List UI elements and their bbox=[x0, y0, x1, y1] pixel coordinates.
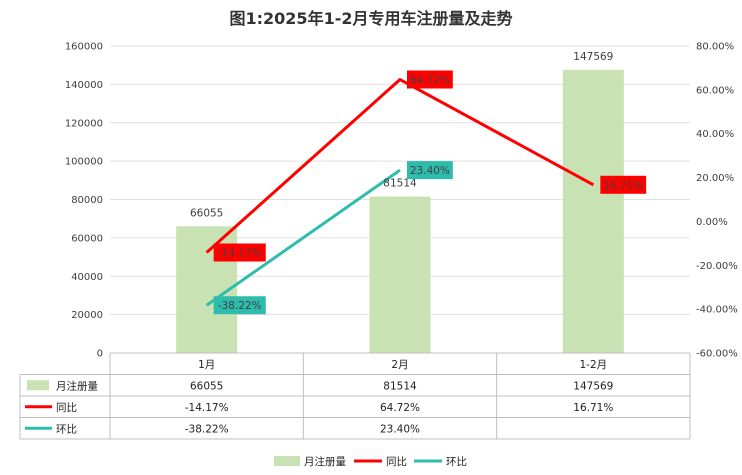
secondary-tick-label: -40.00% bbox=[696, 305, 738, 316]
category-label: 1-2月 bbox=[580, 359, 608, 371]
table-cell-value: 81514 bbox=[383, 380, 417, 392]
bar-data-label: 66055 bbox=[190, 207, 223, 219]
table-cell-value: 16.71% bbox=[573, 402, 613, 414]
line-data-label: 16.71% bbox=[603, 180, 643, 192]
line-data-label-box bbox=[407, 161, 453, 180]
bar-data-label: 147569 bbox=[573, 51, 613, 63]
table-series-name: 月注册量 bbox=[56, 379, 98, 392]
table-cell-value: 23.40% bbox=[380, 423, 420, 435]
table-cell-value: 147569 bbox=[573, 380, 613, 392]
secondary-tick-label: -60.00% bbox=[696, 349, 738, 360]
primary-tick-label: 0 bbox=[97, 349, 103, 360]
bar bbox=[369, 196, 431, 353]
bar bbox=[562, 69, 624, 353]
table-cell-value: 66055 bbox=[190, 380, 223, 392]
secondary-axis-ticks: -60.00% -40.00% -20.00% 0.00% 20.00% 40.00% 60… bbox=[696, 42, 738, 360]
primary-tick-label: 40000 bbox=[71, 272, 103, 283]
bar-data-label: 81514 bbox=[383, 178, 417, 190]
secondary-tick-label: -20.00% bbox=[696, 261, 738, 272]
line-data-label-box bbox=[600, 175, 647, 194]
primary-tick-label: 60000 bbox=[71, 233, 103, 244]
line-data-label-box bbox=[213, 243, 266, 262]
table-cell-value: -14.17% bbox=[185, 402, 229, 414]
legend-label: 环比 bbox=[446, 455, 467, 468]
table-cell-value: 64.72% bbox=[380, 402, 420, 414]
legend-key bbox=[274, 456, 300, 466]
secondary-tick-label: 0.00% bbox=[696, 217, 728, 228]
line-data-label-box bbox=[213, 296, 266, 315]
series-line-环比 bbox=[205, 168, 401, 307]
line-series bbox=[205, 78, 595, 307]
primary-axis-ticks: 0 20000 40000 60000 80000 100000 120000 140000 1… bbox=[65, 42, 103, 360]
line-data-label: -14.17% bbox=[218, 248, 262, 260]
legend-label: 月注册量 bbox=[304, 455, 346, 468]
table-series-name: 环比 bbox=[56, 422, 77, 435]
line-data-label-box bbox=[407, 70, 453, 89]
chart-title: 图1:2025年1-2月专用车注册量及走势 bbox=[230, 9, 513, 28]
table-series-name: 同比 bbox=[56, 401, 77, 414]
secondary-tick-label: 20.00% bbox=[696, 173, 734, 184]
line-data-label: 64.72% bbox=[410, 75, 450, 87]
data-labels: 66055 81514 147569 -14.17% 64.72% 16.71% -38.2… bbox=[190, 51, 647, 315]
primary-tick-label: 120000 bbox=[65, 118, 103, 129]
primary-tick-label: 20000 bbox=[71, 310, 103, 321]
category-label: 2月 bbox=[391, 359, 408, 371]
secondary-tick-label: 80.00% bbox=[696, 42, 734, 53]
secondary-tick-label: 60.00% bbox=[696, 85, 734, 96]
primary-tick-label: 100000 bbox=[65, 157, 103, 168]
primary-tick-label: 140000 bbox=[65, 80, 103, 91]
series-line-同比 bbox=[205, 78, 595, 254]
line-data-label: 23.40% bbox=[410, 165, 450, 177]
legend-label: 同比 bbox=[386, 455, 407, 468]
table-legend-key bbox=[27, 380, 49, 391]
primary-tick-label: 80000 bbox=[71, 195, 103, 206]
secondary-tick-label: 40.00% bbox=[696, 129, 734, 140]
table-cell-value: -38.22% bbox=[185, 423, 229, 435]
legend: 月注册量 同比 环比 bbox=[274, 455, 467, 468]
primary-tick-label: 160000 bbox=[65, 42, 103, 53]
category-label: 1月 bbox=[198, 359, 215, 371]
line-data-label: -38.22% bbox=[218, 300, 262, 312]
